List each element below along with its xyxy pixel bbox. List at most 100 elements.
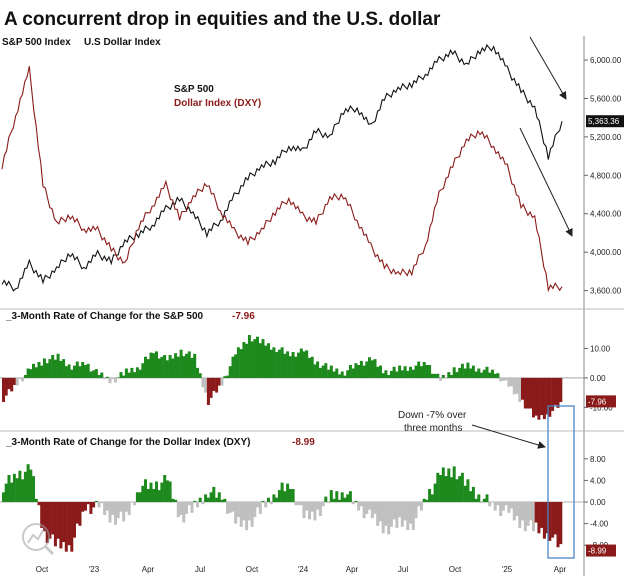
roc-y-tick-label: -4.00	[590, 520, 609, 529]
roc-bar	[463, 485, 467, 502]
roc-bar	[291, 352, 295, 378]
roc-bar	[417, 502, 421, 507]
roc-bar	[45, 363, 49, 378]
roc-bar	[75, 502, 79, 524]
roc-bar	[521, 377, 524, 400]
roc-bar	[119, 372, 123, 378]
roc-bar	[163, 475, 167, 502]
roc-bar	[32, 363, 35, 378]
roc-bar	[477, 494, 481, 502]
roc-bar	[250, 341, 254, 378]
roc-bar	[127, 372, 131, 378]
roc-bar	[338, 499, 341, 502]
roc-y-tick-label: -10.00	[590, 403, 613, 412]
roc-bar	[67, 502, 71, 546]
roc-bar	[176, 356, 180, 378]
roc-bar	[144, 479, 147, 502]
roc-bar	[305, 502, 309, 511]
roc-bar	[501, 377, 505, 381]
roc-y-tick-label: 0.00	[590, 374, 606, 383]
price-y-tick-label: 4,000.00	[590, 248, 622, 257]
legend-dxy: Dollar Index (DXY)	[174, 98, 261, 109]
roc-bar	[220, 377, 224, 386]
roc-bar	[226, 375, 229, 378]
x-tick-label: Apr	[142, 565, 155, 574]
roc-bar	[135, 492, 139, 502]
roc-bar	[447, 372, 451, 378]
roc-bar	[482, 498, 486, 502]
roc-bar	[389, 370, 393, 378]
roc-bar	[507, 502, 511, 513]
sentimentrader-logo	[22, 523, 55, 556]
roc-bar	[471, 365, 475, 378]
roc-bar	[482, 369, 486, 378]
roc-bar	[553, 502, 557, 535]
roc-bar	[294, 502, 298, 506]
roc-bar	[436, 472, 440, 502]
roc-bar	[559, 502, 563, 545]
roc-bar	[114, 377, 117, 383]
roc-bar	[510, 377, 514, 387]
roc-bar	[510, 502, 514, 509]
roc-bar	[15, 478, 19, 502]
roc-bar	[324, 496, 328, 502]
roc-bar	[299, 348, 303, 378]
roc-bar	[542, 377, 546, 420]
roc-bar	[417, 361, 421, 378]
roc-bar	[428, 489, 432, 502]
roc-bar	[346, 494, 350, 502]
roc-bar	[215, 497, 219, 502]
roc-bar	[532, 502, 535, 532]
roc-bar	[368, 502, 371, 510]
annotation-arrow	[471, 424, 546, 449]
roc-bar	[62, 502, 66, 542]
roc-bar	[239, 349, 243, 378]
roc-bar	[144, 356, 147, 378]
roc-bar	[357, 502, 361, 511]
roc-bar	[398, 502, 402, 518]
roc-bar	[466, 362, 470, 378]
roc-bar	[247, 502, 251, 521]
roc-bar	[362, 365, 366, 378]
roc-bar	[450, 477, 453, 502]
roc-bar	[124, 368, 128, 378]
roc-bar	[84, 365, 87, 378]
roc-bar	[499, 502, 503, 516]
roc-bar	[78, 366, 82, 378]
roc-bar	[365, 502, 369, 514]
header-label-dxy: U.S Dollar Index	[84, 37, 161, 48]
roc-bar	[477, 368, 481, 378]
roc-bar	[275, 352, 279, 378]
roc-bar	[267, 343, 270, 378]
roc-bar	[474, 498, 478, 502]
roc-bar	[542, 502, 546, 539]
price-y-tick-label: 5,600.00	[590, 94, 622, 103]
roc-bar	[242, 342, 246, 378]
x-tick-label: Apr	[554, 565, 567, 574]
roc-bar	[338, 374, 341, 378]
roc-bar	[480, 372, 483, 378]
roc-bar	[299, 502, 303, 506]
roc-bar	[103, 377, 107, 380]
roc-bar	[12, 377, 16, 385]
roc-bar	[193, 353, 197, 378]
roc-bar	[269, 502, 273, 505]
roc-bar	[297, 352, 300, 378]
roc-bar	[540, 502, 544, 528]
roc-bar	[343, 375, 347, 378]
roc-bar	[313, 502, 317, 521]
price-y-tick-label: 5,200.00	[590, 133, 622, 142]
roc-bar	[226, 502, 229, 514]
roc-bar	[447, 468, 451, 502]
roc-bar	[34, 498, 38, 502]
roc-bar	[529, 377, 533, 409]
roc-bar	[493, 373, 497, 378]
roc-bar	[318, 367, 322, 378]
roc-bar	[124, 502, 128, 512]
roc-bar	[420, 366, 423, 378]
roc-bar	[400, 502, 404, 527]
roc-bar	[187, 502, 191, 506]
roc-bar	[455, 372, 459, 378]
roc-bar	[84, 502, 87, 511]
roc-bar	[179, 349, 183, 378]
